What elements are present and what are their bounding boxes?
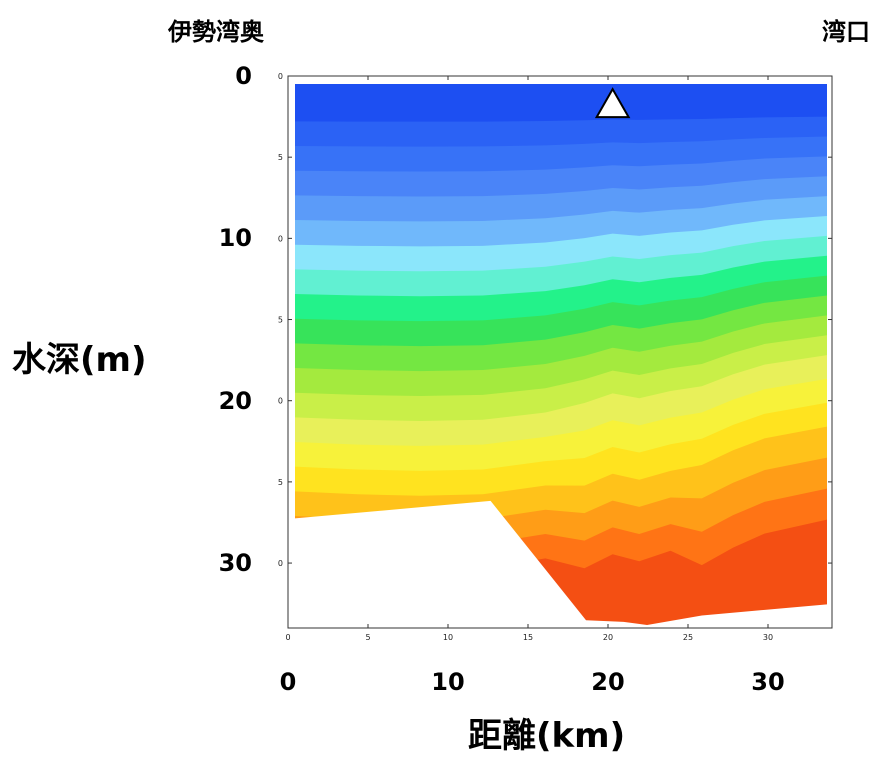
y-tick-label: 30 (218, 549, 252, 578)
seabed-mask (295, 500, 827, 625)
y-small-tick-label: 0 (278, 397, 283, 406)
y-small-tick-label: 0 (278, 72, 283, 81)
station-marker (594, 87, 631, 119)
x-small-tick-label: 5 (365, 633, 370, 642)
small-ticks: 0 5 10 15 20 25 30 0 5 0 5 0 5 0 (278, 72, 832, 642)
top-right-label: 湾口 (822, 18, 870, 46)
x-small-tick-label: 10 (443, 633, 453, 642)
x-tick-label: 10 (431, 668, 465, 696)
y-small-tick-label: 5 (278, 478, 283, 487)
contour-bands (295, 84, 827, 625)
top-left-label: 伊勢湾奥 (168, 18, 264, 46)
y-small-tick-label: 0 (278, 234, 283, 243)
y-small-tick-label: 5 (278, 316, 283, 325)
x-tick-label: 20 (591, 668, 625, 696)
x-small-tick-label: 20 (603, 633, 613, 642)
y-tick-label: 0 (235, 62, 252, 90)
x-tick-label: 0 (279, 668, 297, 696)
color-band (295, 84, 827, 122)
x-axis-label: 距離(km) (468, 716, 626, 756)
plot-frame (287, 75, 833, 629)
x-tick-label: 30 (751, 668, 785, 696)
x-small-tick-label: 25 (683, 633, 693, 642)
y-small-tick-label: 5 (278, 153, 283, 162)
x-small-tick-label: 30 (763, 633, 773, 642)
y-small-tick-label: 0 (278, 559, 283, 568)
y-tick-label: 20 (218, 386, 252, 415)
y-tick-label: 10 (218, 224, 252, 253)
x-small-tick-label: 0 (285, 633, 290, 642)
y-axis-label: 水深(m) (12, 340, 147, 380)
x-small-tick-label: 15 (523, 633, 533, 642)
